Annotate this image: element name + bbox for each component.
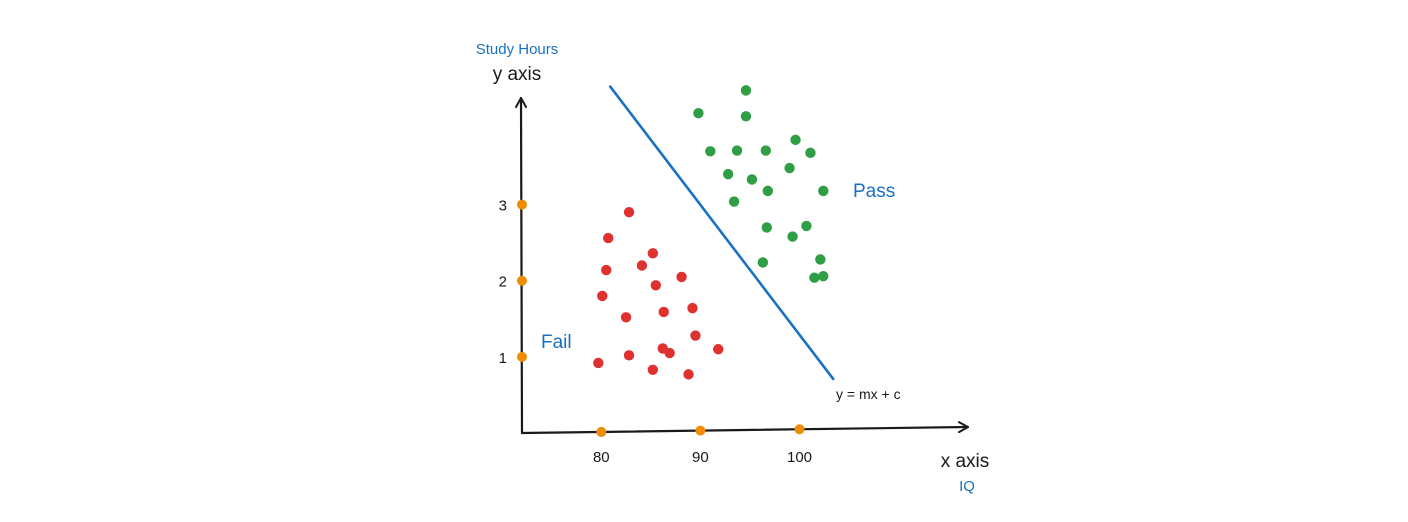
fail-point-12 — [690, 330, 701, 341]
fail-point-16 — [713, 344, 724, 355]
fail-point-19 — [683, 369, 694, 380]
pass-point-4 — [705, 146, 716, 157]
axis-markers — [517, 199, 805, 437]
y-axis-marker-2 — [517, 275, 527, 286]
fail-point-14 — [664, 347, 675, 359]
fail-point-17 — [593, 357, 604, 369]
pass-point-11 — [784, 162, 795, 174]
x-tick-label-90: 90 — [692, 449, 709, 466]
y-axis-label: y axis — [493, 64, 542, 85]
y-axis-subtitle: Study Hours — [476, 41, 559, 58]
x-tick-labels: 80 90 100 — [593, 449, 812, 466]
x-tick-label-80: 80 — [593, 449, 610, 466]
pass-region-label: Pass — [853, 181, 895, 202]
fail-point-7 — [650, 280, 661, 291]
x-tick-label-100: 100 — [787, 449, 812, 466]
pass-point-6 — [760, 145, 772, 156]
x-axis-subtitle: IQ — [959, 478, 975, 495]
points-layer — [593, 85, 829, 380]
pass-point-7 — [790, 134, 801, 146]
pass-point-1 — [740, 85, 752, 96]
fail-point-11 — [620, 312, 632, 323]
y-tick-label-1: 1 — [499, 350, 507, 367]
pass-point-2 — [740, 111, 752, 122]
pass-point-12 — [762, 185, 773, 197]
x-axis-marker-90 — [695, 425, 706, 436]
fail-point-8 — [597, 290, 608, 302]
pass-point-20 — [809, 272, 820, 283]
fail-point-9 — [687, 302, 698, 314]
x-axis-label: x axis — [941, 451, 990, 472]
pass-point-19 — [757, 257, 769, 268]
fail-point-1 — [623, 207, 635, 218]
x-axis-line — [520, 421, 970, 435]
y-axis-marker-3 — [517, 199, 527, 210]
y-axis-marker-1 — [517, 351, 527, 362]
pass-point-8 — [805, 147, 816, 159]
fail-point-15 — [623, 350, 635, 361]
pass-point-18 — [815, 254, 826, 265]
fail-point-3 — [647, 248, 659, 259]
y-tick-label-3: 3 — [499, 198, 507, 215]
fail-region-label: Fail — [541, 332, 572, 353]
y-tick-label-2: 2 — [499, 274, 507, 291]
fail-point-4 — [636, 260, 648, 271]
decision-boundary-layer — [608, 85, 835, 381]
fail-point-2 — [603, 232, 614, 244]
x-axis-marker-100 — [794, 424, 805, 435]
pass-point-21 — [818, 270, 829, 282]
pass-point-5 — [731, 145, 743, 156]
y-axis-line — [515, 96, 528, 435]
pass-point-3 — [693, 108, 704, 119]
fail-point-5 — [601, 264, 612, 276]
pass-point-13 — [818, 185, 829, 197]
fail-point-18 — [647, 364, 659, 376]
pass-point-15 — [761, 222, 773, 233]
pass-point-10 — [746, 174, 758, 185]
fail-point-10 — [658, 306, 669, 318]
pass-point-9 — [722, 168, 734, 180]
boundary-equation-label: y = mx + c — [836, 386, 901, 402]
y-tick-labels: 1 2 3 — [499, 198, 507, 367]
fail-point-6 — [676, 271, 687, 283]
pass-point-14 — [728, 196, 740, 207]
pass-point-16 — [801, 220, 812, 232]
x-axis-marker-80 — [596, 426, 607, 437]
pass-point-17 — [787, 231, 798, 242]
decision-boundary-line — [608, 85, 835, 381]
